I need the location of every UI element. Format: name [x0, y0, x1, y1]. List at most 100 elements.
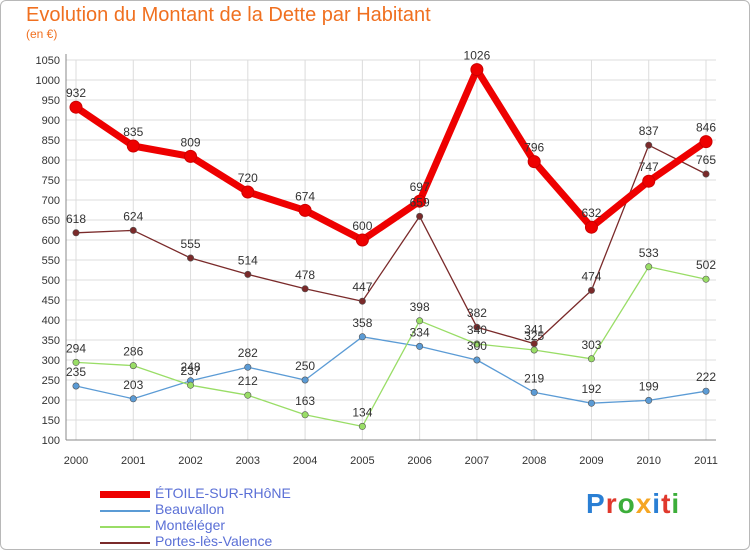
y-tick-label: 150 [42, 415, 60, 427]
data-label: 809 [181, 135, 201, 149]
y-tick-label: 700 [42, 195, 60, 207]
data-point [416, 317, 424, 325]
data-label: 624 [123, 209, 143, 223]
data-label: 341 [524, 323, 544, 337]
data-point [244, 363, 252, 371]
data-point [530, 346, 538, 354]
data-point [298, 203, 312, 217]
logo-letter: i [652, 488, 662, 519]
data-point [702, 275, 710, 283]
data-label: 212 [238, 374, 258, 388]
data-point [184, 149, 198, 163]
data-point [473, 340, 481, 348]
legend-swatch [100, 510, 150, 512]
data-label: 618 [66, 212, 86, 226]
data-point [587, 399, 595, 407]
data-label: 514 [238, 253, 258, 267]
data-point [530, 340, 538, 348]
chart-subtitle: (en €) [26, 27, 58, 41]
legend-swatch [100, 491, 150, 498]
data-point [129, 395, 137, 403]
legend-swatch [100, 526, 150, 528]
x-tick-label: 2004 [293, 455, 317, 467]
data-label: 474 [581, 269, 601, 283]
y-tick-label: 950 [42, 95, 60, 107]
data-label: 846 [696, 121, 716, 135]
data-point [301, 285, 309, 293]
y-tick-label: 450 [42, 295, 60, 307]
x-tick-label: 2007 [465, 455, 489, 467]
data-point [584, 220, 598, 234]
data-label: 340 [467, 323, 487, 337]
data-label: 747 [639, 160, 659, 174]
data-label: 203 [123, 378, 143, 392]
data-label: 632 [581, 206, 601, 220]
data-point [187, 254, 195, 262]
logo-letter: t [661, 488, 672, 519]
data-point [645, 396, 653, 404]
data-point [72, 358, 80, 366]
y-tick-label: 350 [42, 335, 60, 347]
data-label: 134 [352, 405, 372, 419]
legend-label: Beauvallon [155, 501, 225, 517]
data-label: 447 [352, 280, 372, 294]
x-tick-label: 2008 [522, 455, 546, 467]
x-tick-label: 2001 [121, 455, 145, 467]
data-point [473, 323, 481, 331]
data-point [358, 333, 366, 341]
legend-label: Portes-lès-Valence [155, 533, 273, 549]
data-point [355, 233, 369, 247]
data-label: 533 [639, 246, 659, 260]
legend-swatch [100, 542, 150, 544]
data-label: 659 [410, 195, 430, 209]
y-tick-label: 250 [42, 375, 60, 387]
proxiti-logo: Proxiti [586, 488, 680, 520]
data-label: 600 [352, 219, 372, 233]
y-tick-label: 750 [42, 175, 60, 187]
data-point [470, 63, 484, 77]
x-tick-label: 2009 [579, 455, 603, 467]
data-label: 358 [352, 316, 372, 330]
data-point [642, 174, 656, 188]
data-label: 222 [696, 370, 716, 384]
y-tick-label: 400 [42, 315, 60, 327]
data-point [530, 388, 538, 396]
y-tick-label: 550 [42, 255, 60, 267]
data-point [416, 212, 424, 220]
y-tick-label: 800 [42, 155, 60, 167]
data-point [126, 139, 140, 153]
series-lines [69, 63, 713, 430]
data-point [645, 263, 653, 271]
y-tick-label: 600 [42, 235, 60, 247]
data-label: 382 [467, 306, 487, 320]
data-label: 163 [295, 394, 315, 408]
x-tick-label: 2005 [350, 455, 374, 467]
data-label: 237 [181, 364, 201, 378]
legend-label: ÉTOILE-SUR-RHôNE [155, 485, 291, 501]
data-label: 219 [524, 371, 544, 385]
data-point [413, 194, 427, 208]
data-label: 555 [181, 237, 201, 251]
data-point [129, 362, 137, 370]
x-tick-label: 2011 [694, 455, 718, 467]
logo-letter: i [671, 488, 681, 519]
y-tick-label: 100 [42, 435, 60, 447]
data-point [587, 286, 595, 294]
data-point [416, 342, 424, 350]
legend-label: Montéléger [155, 517, 226, 533]
data-label: 235 [66, 365, 86, 379]
data-label: 248 [181, 360, 201, 374]
x-tick-label: 2006 [407, 455, 431, 467]
x-tick-label: 2010 [636, 455, 660, 467]
data-point [473, 356, 481, 364]
data-point [72, 229, 80, 237]
data-point [69, 100, 83, 114]
y-tick-label: 200 [42, 395, 60, 407]
data-point [301, 376, 309, 384]
data-label: 837 [639, 124, 659, 138]
data-label: 192 [581, 382, 601, 396]
y-tick-label: 900 [42, 115, 60, 127]
data-point [72, 382, 80, 390]
data-label: 796 [524, 141, 544, 155]
